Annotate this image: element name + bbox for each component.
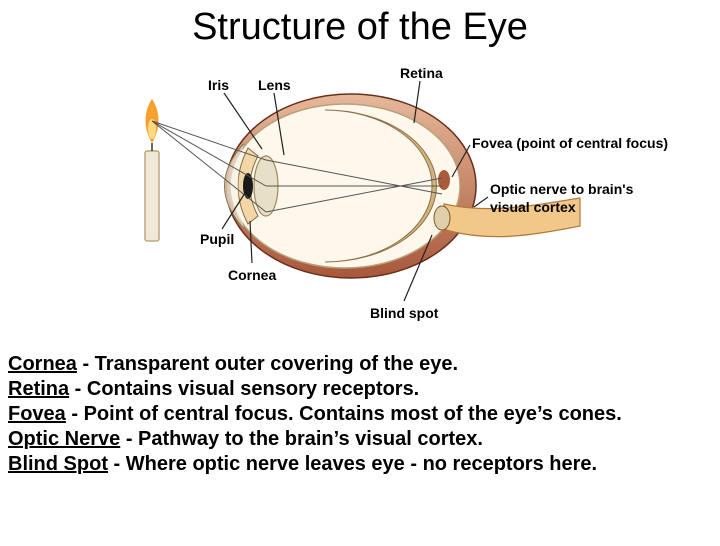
label-optic1: Optic nerve to brain's <box>490 181 633 197</box>
def-cornea-term: Cornea <box>8 353 77 375</box>
label-blind: Blind spot <box>370 305 438 321</box>
label-optic2: visual cortex <box>490 199 576 215</box>
def-fovea: Fovea - Point of central focus. Contains… <box>8 402 712 427</box>
def-fovea-desc: - Point of central focus. Contains most … <box>66 403 622 425</box>
def-retina: Retina - Contains visual sensory recepto… <box>8 377 712 402</box>
def-cornea: Cornea - Transparent outer covering of t… <box>8 352 712 377</box>
definitions-block: Cornea - Transparent outer covering of t… <box>8 352 712 477</box>
def-optic-term: Optic Nerve <box>8 428 120 450</box>
eye-diagram: Iris Lens Retina Fovea (point of central… <box>0 51 720 331</box>
def-retina-term: Retina <box>8 378 69 400</box>
def-retina-desc: - Contains visual sensory receptors. <box>69 378 419 400</box>
label-lens: Lens <box>258 77 291 93</box>
def-optic-desc: - Pathway to the brain’s visual cortex. <box>120 428 483 450</box>
def-fovea-term: Fovea <box>8 403 66 425</box>
def-blind: Blind Spot - Where optic nerve leaves ey… <box>8 452 712 477</box>
label-pupil: Pupil <box>200 231 234 247</box>
label-iris: Iris <box>208 77 229 93</box>
page-title: Structure of the Eye <box>0 6 720 49</box>
def-blind-desc: - Where optic nerve leaves eye - no rece… <box>108 453 597 475</box>
label-fovea: Fovea (point of central focus) <box>472 135 668 151</box>
label-cornea: Cornea <box>228 267 276 283</box>
def-blind-term: Blind Spot <box>8 453 108 475</box>
def-cornea-desc: - Transparent outer covering of the eye. <box>77 353 458 375</box>
label-retina: Retina <box>400 65 443 81</box>
def-optic: Optic Nerve - Pathway to the brain’s vis… <box>8 427 712 452</box>
